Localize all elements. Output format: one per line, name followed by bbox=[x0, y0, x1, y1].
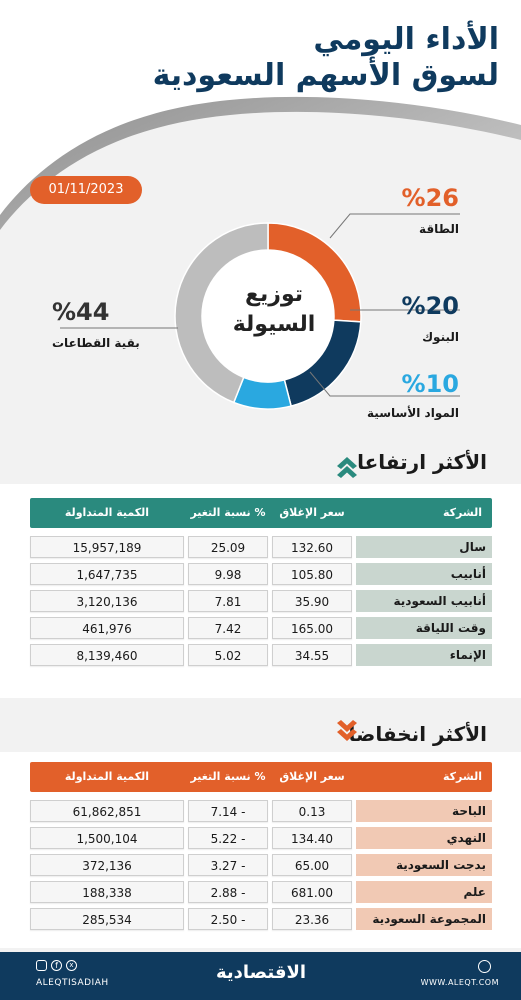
social-icons: f x bbox=[36, 960, 77, 971]
gainers-header-close: سعر الإغلاق bbox=[279, 506, 345, 519]
donut-hole bbox=[202, 250, 334, 382]
legend-materials-pct: %10 bbox=[401, 370, 459, 398]
gainers-header-volume: الكمية المتداولة bbox=[64, 506, 150, 519]
footer-site[interactable]: WWW.ALEQT.COM bbox=[420, 978, 499, 987]
losers-cell-company: بدجت السعودية bbox=[356, 854, 492, 876]
legend-energy-label: الطاقة bbox=[419, 222, 459, 236]
footer-handle[interactable]: ALEQTISADIAH bbox=[36, 978, 109, 988]
gainers-cell-close: 105.80 bbox=[272, 563, 352, 585]
losers-cell-close: 23.36 bbox=[272, 908, 352, 930]
legend-banks-pct: %20 bbox=[401, 292, 459, 320]
losers-cell-close: 134.40 bbox=[272, 827, 352, 849]
title-line1: الأداء اليومي bbox=[313, 22, 499, 57]
gainers-cell-company: أنابيب bbox=[356, 563, 492, 585]
legend-energy-pct: %26 bbox=[401, 184, 459, 212]
x-icon[interactable]: x bbox=[66, 960, 77, 971]
gainers-cell-close: 35.90 bbox=[272, 590, 352, 612]
gainers-cell-close: 34.55 bbox=[272, 644, 352, 666]
donut-center-line1: توزيع bbox=[244, 282, 303, 307]
gainers-cell-change: 9.98 bbox=[188, 563, 268, 585]
gainers-cell-close: 132.60 bbox=[272, 536, 352, 558]
gainers-cell-change: 25.09 bbox=[188, 536, 268, 558]
losers-cell-close: 681.00 bbox=[272, 881, 352, 903]
gainers-table: الكمية المتداولة نسبة التغير % سعر الإغل… bbox=[0, 484, 521, 698]
gainers-cell-company: الإنماء bbox=[356, 644, 492, 666]
losers-cell-volume: 1,500,104 bbox=[30, 827, 184, 849]
gainers-cell-change: 5.02 bbox=[188, 644, 268, 666]
leader-energy bbox=[329, 213, 460, 239]
legend-banks-label: البنوك bbox=[422, 330, 459, 344]
date-badge: 01/11/2023 bbox=[30, 176, 142, 204]
losers-cell-volume: 372,136 bbox=[30, 854, 184, 876]
losers-cell-volume: 285,534 bbox=[30, 908, 184, 930]
title-line2: لسوق الأسهم السعودية bbox=[152, 58, 499, 93]
losers-cell-change: 7.14 - bbox=[188, 800, 268, 822]
losers-cell-company: علم bbox=[356, 881, 492, 903]
losers-header-company: الشركة bbox=[442, 770, 482, 783]
gainers-cell-volume: 3,120,136 bbox=[30, 590, 184, 612]
gainers-header-row: الكمية المتداولة نسبة التغير % سعر الإغل… bbox=[30, 498, 492, 528]
gainers-cell-change: 7.42 bbox=[188, 617, 268, 639]
legend-rest-pct: %44 bbox=[52, 298, 110, 326]
losers-title: الأكثر انخفاضا bbox=[348, 722, 487, 746]
gainers-cell-volume: 1,647,735 bbox=[30, 563, 184, 585]
donut-slices bbox=[174, 222, 362, 410]
gainers-cell-company: سال bbox=[356, 536, 492, 558]
donut-center-line2: السيولة bbox=[232, 312, 316, 337]
instagram-icon[interactable] bbox=[36, 960, 47, 971]
losers-cell-change: 3.27 - bbox=[188, 854, 268, 876]
footer-bar: f x ALEQTISADIAH الاقتصادية WWW.ALEQT.CO… bbox=[0, 952, 521, 1000]
losers-cell-change: 2.50 - bbox=[188, 908, 268, 930]
losers-cell-change: 5.22 - bbox=[188, 827, 268, 849]
gainers-cell-company: وقت اللياقة bbox=[356, 617, 492, 639]
double-chevron-up-icon bbox=[337, 457, 357, 478]
losers-cell-change: 2.88 - bbox=[188, 881, 268, 903]
liquidity-donut-chart bbox=[60, 213, 460, 410]
facebook-icon[interactable]: f bbox=[51, 960, 62, 971]
leader-materials bbox=[309, 371, 460, 397]
gainers-title: الأكثر ارتفاعا bbox=[357, 450, 487, 474]
losers-header-volume: الكمية المتداولة bbox=[64, 770, 150, 783]
gainers-cell-change: 7.81 bbox=[188, 590, 268, 612]
globe-icon bbox=[478, 960, 491, 973]
gainers-cell-volume: 15,957,189 bbox=[30, 536, 184, 558]
losers-cell-company: الباحة bbox=[356, 800, 492, 822]
losers-cell-volume: 61,862,851 bbox=[30, 800, 184, 822]
gainers-cell-close: 165.00 bbox=[272, 617, 352, 639]
double-chevron-down-icon bbox=[337, 720, 357, 741]
legend-materials-label: المواد الأساسية bbox=[367, 406, 459, 420]
gainers-header-company: الشركة bbox=[442, 506, 482, 519]
losers-cell-close: 0.13 bbox=[272, 800, 352, 822]
legend-leader-lines bbox=[60, 213, 460, 397]
losers-header-change: نسبة التغير % bbox=[190, 770, 266, 783]
legend-rest-label: بقية القطاعات bbox=[52, 336, 140, 350]
footer-logo: الاقتصادية bbox=[215, 962, 307, 983]
gainers-cell-volume: 8,139,460 bbox=[30, 644, 184, 666]
gainers-cell-company: أنابيب السعودية bbox=[356, 590, 492, 612]
losers-cell-company: المجموعة السعودية bbox=[356, 908, 492, 930]
gainers-header-change: نسبة التغير % bbox=[190, 506, 266, 519]
losers-cell-volume: 188,338 bbox=[30, 881, 184, 903]
losers-header-row: الكمية المتداولة نسبة التغير % سعر الإغل… bbox=[30, 762, 492, 792]
losers-cell-company: النهدي bbox=[356, 827, 492, 849]
losers-cell-close: 65.00 bbox=[272, 854, 352, 876]
gainers-cell-volume: 461,976 bbox=[30, 617, 184, 639]
losers-table: الكمية المتداولة نسبة التغير % سعر الإغل… bbox=[0, 752, 521, 948]
losers-header-close: سعر الإغلاق bbox=[279, 770, 345, 783]
